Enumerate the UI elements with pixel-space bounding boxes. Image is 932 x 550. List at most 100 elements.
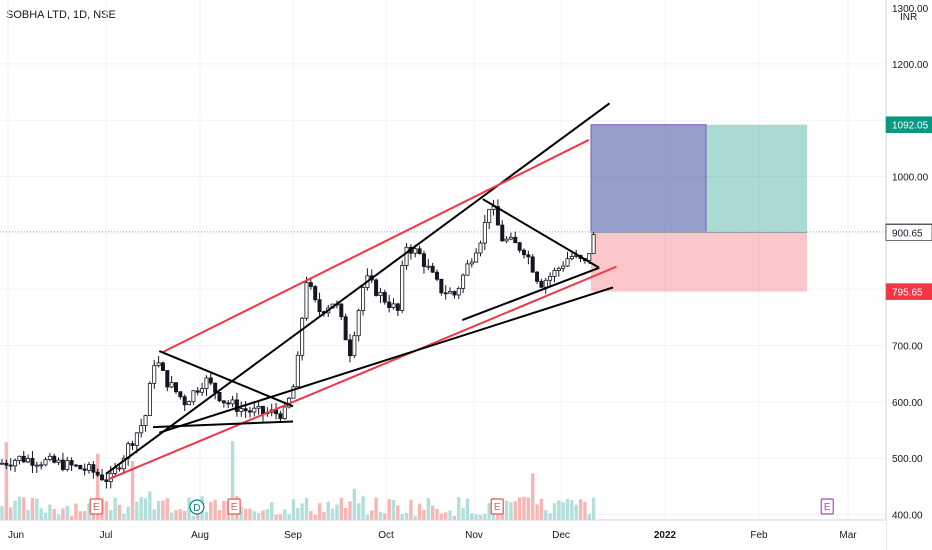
- volume-bar: [417, 503, 422, 520]
- volume-bar: [43, 512, 48, 520]
- volume-bar: [578, 499, 583, 520]
- volume-bar: [322, 512, 326, 520]
- volume-bar: [143, 498, 148, 520]
- candle-body: [117, 467, 122, 470]
- time-tick-label: Sep: [284, 530, 302, 541]
- triangle-upper: [158, 350, 294, 408]
- candle-body: [121, 457, 126, 470]
- volume-bar: [348, 501, 352, 520]
- price-tick-label: 1200.00: [892, 60, 929, 71]
- time-tick-label: Aug: [191, 530, 209, 541]
- volume-bar: [291, 499, 296, 520]
- candle-body: [313, 286, 318, 301]
- volume-bar: [248, 508, 252, 520]
- candle-body: [535, 271, 540, 282]
- candle-body: [591, 234, 596, 254]
- time-tick-label: Nov: [465, 530, 483, 541]
- candle-body: [391, 303, 396, 308]
- candle-body: [526, 254, 531, 258]
- price-tag-label: 900.65: [892, 228, 923, 239]
- volume-bar: [152, 509, 156, 520]
- earnings-marker: [820, 498, 834, 515]
- candle-body: [539, 280, 544, 288]
- candle-body: [448, 291, 453, 294]
- candle-body: [378, 292, 383, 296]
- volume-bar: [509, 502, 513, 520]
- candle-body: [169, 382, 174, 388]
- candle-body: [504, 238, 509, 242]
- candle-body: [226, 402, 231, 405]
- trendline: [158, 286, 614, 434]
- candle-body: [587, 253, 592, 261]
- volume-bar: [574, 504, 578, 520]
- candle-body: [39, 464, 44, 467]
- volume-bar: [544, 510, 548, 520]
- event-label: E: [93, 502, 100, 513]
- candle-body: [234, 399, 239, 412]
- earnings-marker: [227, 498, 241, 515]
- volume-bar: [61, 508, 65, 520]
- volume-bar: [261, 510, 265, 520]
- volume-bar: [474, 514, 478, 520]
- volume-bar: [548, 513, 552, 520]
- price-tag-label: 795.65: [892, 288, 923, 299]
- candle-body: [361, 287, 366, 311]
- volume-bar: [270, 502, 274, 520]
- volume-bar: [117, 504, 122, 520]
- volume-bar: [422, 509, 426, 520]
- candle-body: [173, 382, 178, 393]
- volume-bar: [343, 508, 348, 520]
- candle-body: [495, 206, 500, 226]
- volume-bar: [256, 513, 261, 520]
- trendlines: [105, 102, 617, 480]
- candle-body: [482, 222, 487, 244]
- volume-bar: [435, 508, 439, 520]
- candle-body: [147, 382, 152, 417]
- volume-bar: [156, 500, 161, 520]
- volume-bar: [526, 497, 531, 520]
- candle-body: [104, 479, 109, 483]
- trendline: [161, 139, 590, 354]
- candle-body: [561, 265, 566, 269]
- candle-body: [239, 408, 244, 412]
- volume-bar: [400, 514, 404, 520]
- time-tick-label: Mar: [839, 530, 857, 541]
- volume-bar: [165, 498, 169, 520]
- volume-bar: [430, 505, 435, 520]
- candle-body: [78, 464, 83, 470]
- volume-bar: [409, 499, 413, 520]
- volume-bar: [122, 513, 126, 520]
- volume-bar: [444, 512, 448, 520]
- candle-body: [87, 464, 92, 471]
- volume-bar: [283, 509, 287, 520]
- triangle-lower: [461, 266, 600, 322]
- triangle-upper: [482, 198, 600, 269]
- candle-body: [569, 256, 574, 260]
- candle-body: [13, 460, 18, 467]
- volume-bar: [48, 504, 52, 520]
- candle-body: [82, 468, 87, 471]
- volume-bar: [330, 508, 335, 520]
- volume-bar: [522, 496, 526, 520]
- volume-bar: [56, 514, 61, 520]
- volume-bar: [169, 512, 174, 520]
- volume-bar: [539, 498, 544, 520]
- volume-bar: [22, 497, 26, 520]
- volume-bar: [478, 514, 483, 520]
- volume-bar: [457, 497, 461, 520]
- candle-body: [565, 258, 570, 267]
- candle-body: [404, 246, 409, 266]
- candle-body: [139, 425, 144, 434]
- volume-bar: [9, 507, 13, 520]
- candle-body: [434, 271, 439, 280]
- volume-bar: [135, 501, 139, 520]
- trendline: [105, 102, 611, 475]
- candle-body: [100, 474, 105, 481]
- volume-bar: [557, 500, 561, 520]
- candle-body: [530, 256, 535, 273]
- candle-body: [456, 288, 461, 296]
- volume-bar: [196, 509, 200, 520]
- candle-body: [43, 459, 48, 466]
